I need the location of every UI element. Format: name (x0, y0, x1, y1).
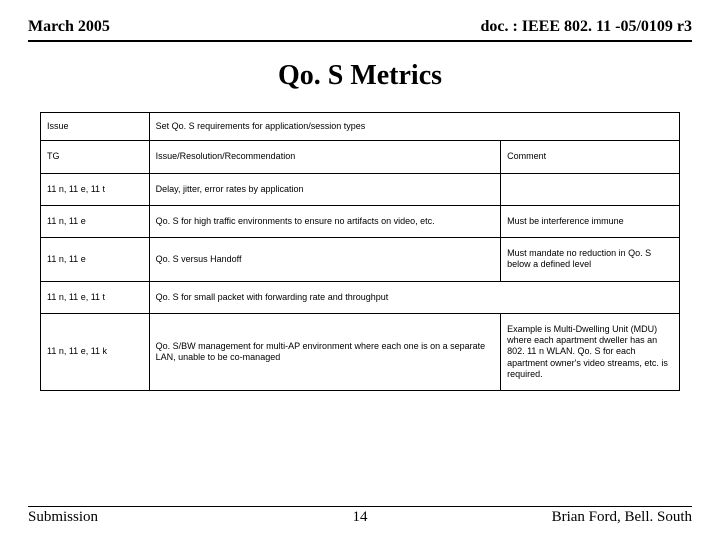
header-rule (28, 40, 692, 42)
cell-comment (501, 173, 680, 205)
cell-irr: Qo. S/BW management for multi-AP environ… (149, 313, 500, 390)
cell-tg: 11 n, 11 e, 11 k (41, 313, 150, 390)
cell-comment: Example is Multi-Dwelling Unit (MDU) whe… (501, 313, 680, 390)
footer-rule (28, 506, 692, 507)
cell-tg: 11 n, 11 e, 11 t (41, 173, 150, 205)
metrics-table: Issue Set Qo. S requirements for applica… (40, 112, 680, 391)
metrics-table-wrap: Issue Set Qo. S requirements for applica… (0, 112, 720, 391)
cell-issue-text: Set Qo. S requirements for application/s… (149, 113, 679, 141)
cell-irr: Delay, jitter, error rates by applicatio… (149, 173, 500, 205)
table-row: 11 n, 11 e Qo. S versus Handoff Must man… (41, 238, 680, 282)
table-row: 11 n, 11 e, 11 k Qo. S/BW management for… (41, 313, 680, 390)
cell-comment-hdr: Comment (501, 141, 680, 173)
cell-tg: 11 n, 11 e (41, 238, 150, 282)
table-row: TG Issue/Resolution/Recommendation Comme… (41, 141, 680, 173)
footer-page-number: 14 (353, 509, 368, 526)
cell-tg: 11 n, 11 e, 11 t (41, 281, 150, 313)
table-row: 11 n, 11 e, 11 t Delay, jitter, error ra… (41, 173, 680, 205)
footer-author: Brian Ford, Bell. South (552, 509, 692, 526)
table-row: Issue Set Qo. S requirements for applica… (41, 113, 680, 141)
cell-irr: Qo. S versus Handoff (149, 238, 500, 282)
page-title: Qo. S Metrics (0, 60, 720, 92)
footer-left: Submission (28, 509, 98, 526)
cell-comment: Must be interference immune (501, 205, 680, 237)
cell-irr: Qo. S for high traffic environments to e… (149, 205, 500, 237)
cell-comment: Must mandate no reduction in Qo. S below… (501, 238, 680, 282)
header-doc-id: doc. : IEEE 802. 11 -05/0109 r3 (480, 18, 692, 36)
cell-irr: Issue/Resolution/Recommendation (149, 141, 500, 173)
cell-tg: TG (41, 141, 150, 173)
cell-tg: 11 n, 11 e (41, 205, 150, 237)
header-date: March 2005 (28, 18, 110, 36)
header-bar: March 2005 doc. : IEEE 802. 11 -05/0109 … (0, 0, 720, 38)
cell-issue-label: Issue (41, 113, 150, 141)
cell-irr: Qo. S for small packet with forwarding r… (149, 281, 679, 313)
table-row: 11 n, 11 e, 11 t Qo. S for small packet … (41, 281, 680, 313)
footer: Submission 14 Brian Ford, Bell. South (0, 506, 720, 526)
table-row: 11 n, 11 e Qo. S for high traffic enviro… (41, 205, 680, 237)
